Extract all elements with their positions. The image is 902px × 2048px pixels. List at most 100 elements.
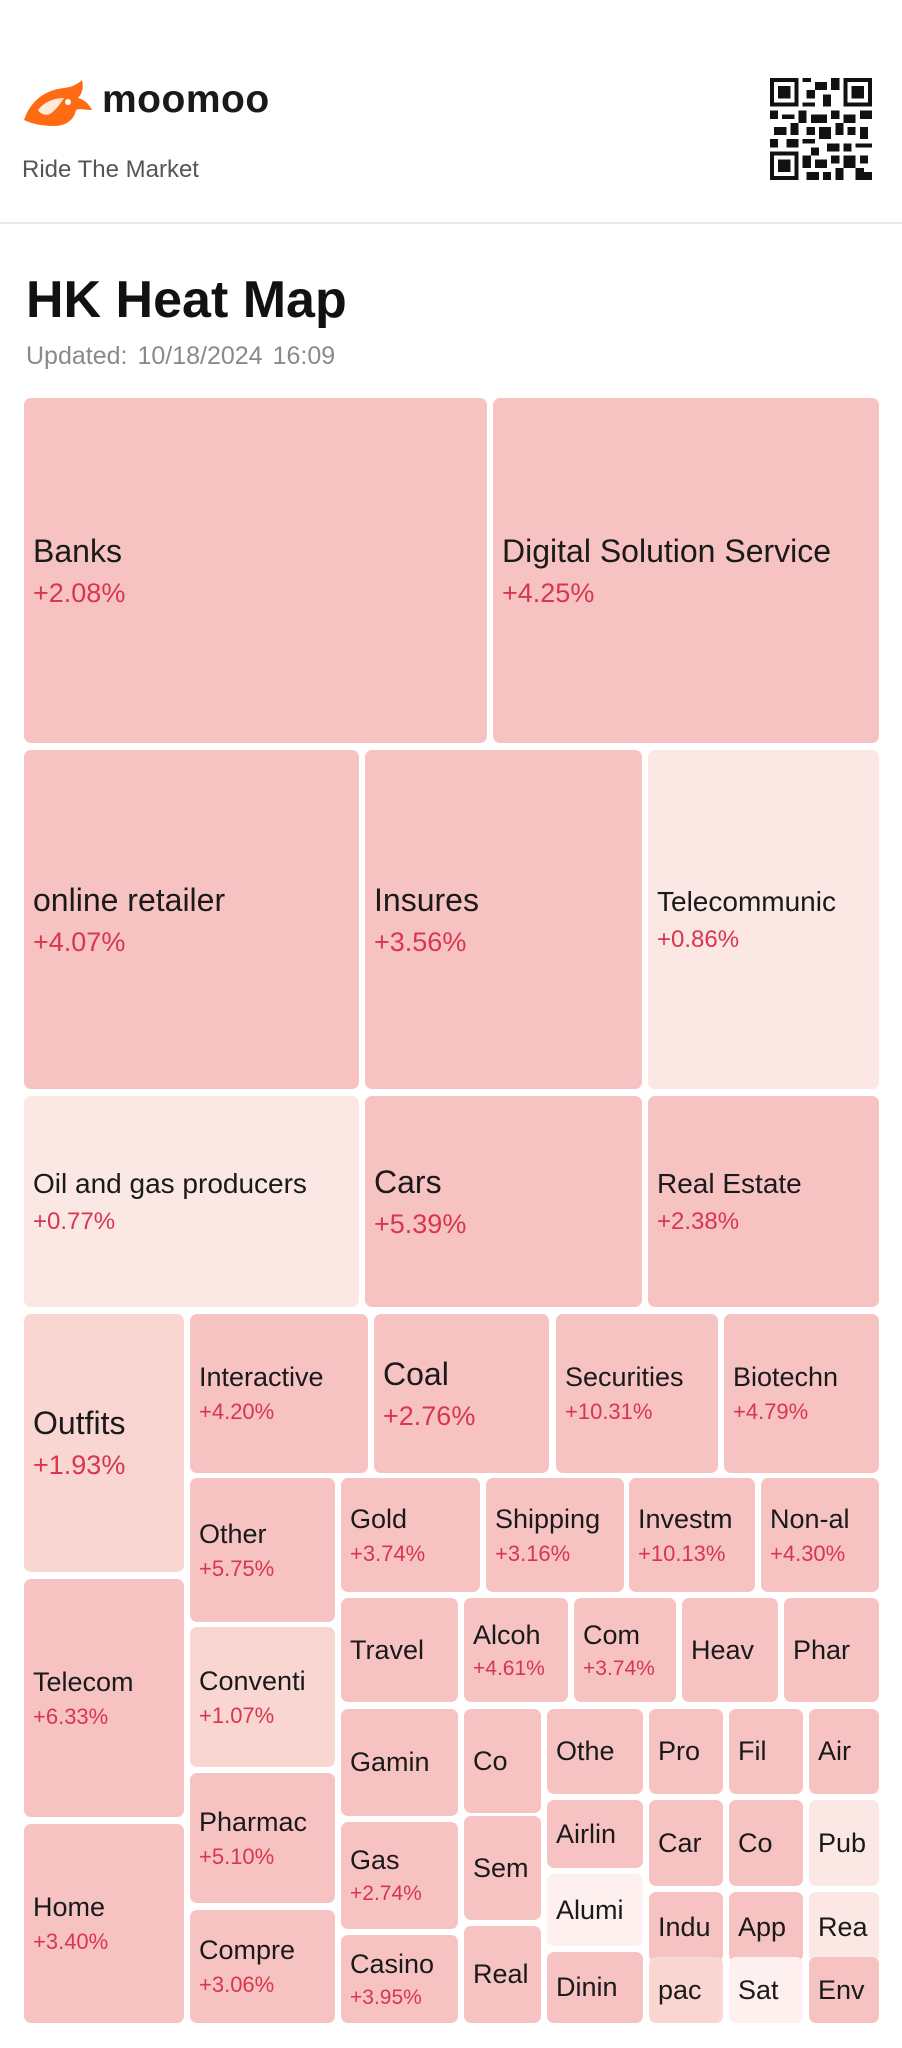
sector-name: Sat bbox=[738, 1974, 779, 2005]
updated-time: 16:09 bbox=[272, 342, 336, 370]
sector-name: Telecommunic bbox=[657, 885, 836, 917]
sector-name: Securities bbox=[565, 1362, 684, 1392]
sector-tile[interactable]: Insures +3.56% bbox=[365, 750, 642, 1089]
sector-name: Sem bbox=[473, 1852, 529, 1883]
sector-tile[interactable]: Cars +5.39% bbox=[365, 1096, 642, 1307]
sector-tile[interactable]: Casino +3.95% bbox=[341, 1935, 458, 2023]
sector-change: +2.38% bbox=[657, 1207, 740, 1235]
sector-name: Co bbox=[473, 1745, 508, 1776]
sector-name: Conventi bbox=[199, 1665, 306, 1696]
sector-name: Real Estate bbox=[657, 1167, 802, 1199]
sector-change: +4.07% bbox=[33, 926, 126, 957]
sector-change: +3.74% bbox=[350, 1540, 426, 1566]
sector-change: +3.95% bbox=[350, 1985, 422, 2009]
sector-tile[interactable]: Other +5.75% bbox=[190, 1478, 335, 1622]
bull-logo-icon bbox=[24, 80, 92, 126]
sector-change: +4.79% bbox=[733, 1399, 809, 1424]
sector-tile[interactable]: Compre +3.06% bbox=[190, 1910, 335, 2023]
sector-name: Investm bbox=[638, 1503, 733, 1534]
sector-tile[interactable]: Env bbox=[809, 1957, 879, 2023]
sector-tile[interactable]: Com +3.74% bbox=[574, 1598, 676, 1702]
sector-tile[interactable]: Home +3.40% bbox=[24, 1824, 184, 2023]
sector-name: Phar bbox=[793, 1634, 851, 1665]
sector-tile[interactable]: Sem bbox=[464, 1816, 541, 1920]
sector-tile[interactable]: Dinin bbox=[547, 1952, 643, 2023]
qr-code-icon bbox=[770, 78, 872, 180]
sector-change: +1.07% bbox=[199, 1702, 275, 1728]
updated-label: Updated: bbox=[26, 342, 128, 370]
sector-tile[interactable]: Sat bbox=[729, 1957, 803, 2023]
sector-name: Pub bbox=[818, 1827, 867, 1858]
sector-tile[interactable]: Gas +2.74% bbox=[341, 1822, 458, 1929]
sector-name: Cars bbox=[374, 1163, 442, 1200]
updated-date: 10/18/2024 bbox=[137, 342, 263, 370]
sector-tile[interactable]: Rea bbox=[809, 1892, 879, 1962]
sector-tile[interactable]: Digital Solution Service +4.25% bbox=[493, 398, 879, 743]
sector-tile[interactable]: Heav bbox=[682, 1598, 778, 1702]
sector-tile[interactable]: Alumi bbox=[547, 1874, 643, 1946]
sector-tile[interactable]: online retailer +4.07% bbox=[24, 750, 359, 1089]
sector-tile[interactable]: Banks +2.08% bbox=[24, 398, 487, 743]
sector-tile[interactable]: Gold +3.74% bbox=[341, 1478, 480, 1592]
sector-name: pac bbox=[658, 1974, 702, 2005]
sector-name: Env bbox=[818, 1974, 865, 2005]
sector-tile[interactable]: Air bbox=[809, 1709, 879, 1794]
sector-tile[interactable]: Car bbox=[649, 1800, 723, 1886]
sector-name: Rea bbox=[818, 1911, 868, 1942]
sector-tile[interactable]: Pharmac +5.10% bbox=[190, 1773, 335, 1903]
sector-change: +0.86% bbox=[657, 925, 740, 953]
sector-change: +2.76% bbox=[383, 1400, 476, 1431]
sector-tile[interactable]: Alcoh +4.61% bbox=[464, 1598, 568, 1702]
sector-change: +5.75% bbox=[199, 1555, 275, 1581]
page-title: HK Heat Map bbox=[26, 271, 347, 329]
sector-tile[interactable]: Co bbox=[464, 1709, 541, 1813]
sector-tile[interactable]: Real bbox=[464, 1926, 541, 2023]
sector-tile[interactable]: Shipping +3.16% bbox=[486, 1478, 624, 1592]
sector-tile[interactable]: Fil bbox=[729, 1709, 803, 1794]
sector-tile[interactable]: Indu bbox=[649, 1892, 723, 1962]
sector-tile[interactable]: Phar bbox=[784, 1598, 879, 1702]
sector-change: +3.16% bbox=[495, 1540, 571, 1566]
sector-tile[interactable]: Telecom +6.33% bbox=[24, 1579, 184, 1817]
sector-tile[interactable]: Interactive +4.20% bbox=[190, 1314, 368, 1473]
sector-change: +2.74% bbox=[350, 1882, 422, 1905]
sector-name: Compre bbox=[199, 1935, 296, 1965]
sector-name: Heav bbox=[691, 1634, 755, 1665]
sector-name: online retailer bbox=[33, 881, 226, 918]
sector-name: Gas bbox=[350, 1845, 400, 1875]
sector-tile[interactable]: Pro bbox=[649, 1709, 723, 1794]
sector-tile[interactable]: Travel bbox=[341, 1598, 458, 1702]
sector-change: +5.10% bbox=[199, 1843, 275, 1869]
sector-tile[interactable]: Coal +2.76% bbox=[374, 1314, 549, 1473]
sector-tile[interactable]: Real Estate +2.38% bbox=[648, 1096, 879, 1307]
sector-tile[interactable]: Pub bbox=[809, 1800, 879, 1886]
sector-name: Shipping bbox=[495, 1503, 601, 1534]
sector-tile[interactable]: Othe bbox=[547, 1709, 643, 1794]
sector-change: +5.39% bbox=[374, 1208, 467, 1239]
sector-tile[interactable]: Gamin bbox=[341, 1709, 458, 1816]
sector-name: Home bbox=[33, 1892, 106, 1922]
sector-tile[interactable]: Airlin bbox=[547, 1800, 643, 1868]
sector-change: +4.20% bbox=[199, 1399, 275, 1424]
sector-tile[interactable]: Co bbox=[729, 1800, 803, 1886]
sector-tile[interactable]: Telecommunic +0.86% bbox=[648, 750, 879, 1089]
sector-tile[interactable]: Securities +10.31% bbox=[556, 1314, 718, 1473]
sector-name: Insures bbox=[374, 881, 479, 918]
sector-tile[interactable]: App bbox=[729, 1892, 803, 1962]
sector-name: Non-al bbox=[770, 1503, 850, 1534]
sector-change: +4.61% bbox=[473, 1656, 545, 1680]
sector-tile[interactable]: pac bbox=[649, 1957, 723, 2023]
sector-tile[interactable]: Oil and gas producers +0.77% bbox=[24, 1096, 359, 1307]
sector-change: +10.31% bbox=[565, 1399, 653, 1424]
sector-tile[interactable]: Biotechn +4.79% bbox=[724, 1314, 879, 1473]
sector-tile[interactable]: Investm +10.13% bbox=[629, 1478, 755, 1592]
sector-name: Banks bbox=[33, 532, 122, 569]
sector-tile[interactable]: Non-al +4.30% bbox=[761, 1478, 879, 1592]
sector-name: Casino bbox=[350, 1948, 435, 1979]
sector-tile[interactable]: Conventi +1.07% bbox=[190, 1627, 335, 1767]
sector-change: +3.06% bbox=[199, 1972, 275, 1997]
sector-name: Alcoh bbox=[473, 1619, 541, 1650]
sector-name: Indu bbox=[658, 1911, 711, 1942]
sector-tile[interactable]: Outfits +1.93% bbox=[24, 1314, 184, 1572]
sector-name: Gamin bbox=[350, 1747, 430, 1777]
